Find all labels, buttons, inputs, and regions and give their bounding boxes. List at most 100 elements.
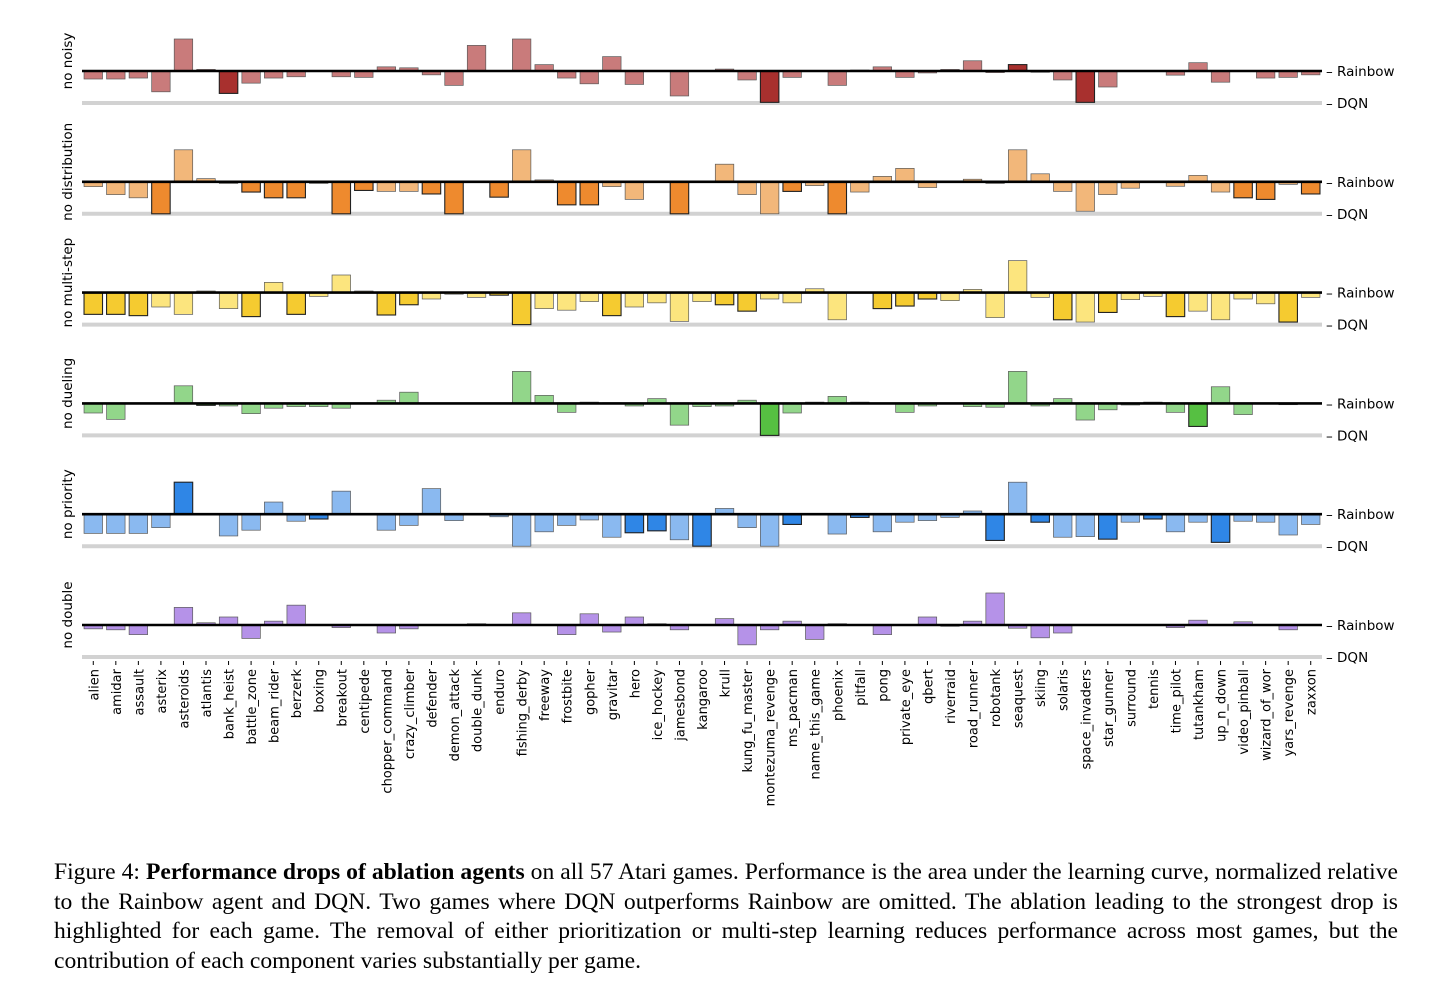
bar-asteroids (173, 38, 194, 72)
x-tick-label: gopher (583, 668, 598, 715)
bar-asterix (151, 181, 171, 215)
bar-berzerk (286, 292, 306, 315)
bar-kangaroo (692, 292, 712, 302)
bar-amidar (106, 403, 126, 420)
x-tick-label: kung_fu_master (741, 668, 756, 772)
bar-time_pilot (1165, 292, 1186, 318)
series-label: no dueling (60, 358, 76, 429)
series-label: no distribution (60, 123, 76, 221)
bar-ms_pacman (782, 513, 802, 525)
bar-chopper_command (376, 513, 396, 531)
bar-chopper_command (376, 292, 397, 316)
bar-zaxxon (1300, 181, 1321, 195)
bar-beam_rider (264, 282, 284, 293)
series-label: no multi-step (60, 238, 76, 328)
x-tick-label: robotank (989, 669, 1004, 728)
bar-montezuma_revenge (760, 181, 780, 215)
bar-assault (128, 513, 148, 534)
bar-fishing_derby (511, 292, 532, 326)
x-tick-label: seaquest (1012, 669, 1027, 728)
bar-space_invaders (1075, 70, 1096, 103)
bar-pitfall (850, 181, 870, 193)
x-tick-label: atlantis (200, 669, 215, 718)
bar-alien (83, 513, 103, 534)
bar-jamesbond (669, 181, 690, 215)
x-tick-label: time_pilot (1169, 669, 1184, 733)
rainbow-label: – Rainbow (1326, 286, 1395, 302)
bar-star_gunner (1098, 513, 1118, 540)
bar-up_n_down (1210, 70, 1231, 83)
x-tick-label: qbert (921, 669, 936, 704)
panel-no-multi-step: – Rainbow – DQN no multi-step (60, 238, 1395, 334)
dqn-label: – DQN (1326, 650, 1368, 666)
bar-battle_zone (241, 403, 261, 414)
x-tick-label: kangaroo (696, 669, 711, 730)
bar-beam_rider (263, 181, 284, 199)
x-tick-label: bank_heist (223, 669, 238, 739)
x-tick-label: ice_hockey (651, 669, 666, 741)
bar-jamesbond (669, 403, 690, 426)
bar-double_dunk (466, 45, 487, 72)
bar-pong (872, 624, 892, 635)
bar-battle_zone (241, 181, 261, 193)
x-tick-label: freeway (538, 669, 553, 721)
bar-ice_hockey (647, 292, 667, 304)
bar-berzerk (286, 604, 306, 626)
bar-up_n_down (1210, 386, 1231, 404)
x-tick-label: road_runner (967, 668, 982, 748)
bar-montezuma_revenge (759, 402, 780, 436)
panel-no-double: – Rainbow – DQN no double (60, 581, 1395, 666)
bar-freeway (534, 292, 554, 309)
bar-amidar (106, 292, 126, 315)
bar-breakout (331, 274, 351, 293)
x-tick-label: solaris (1057, 669, 1072, 711)
rainbow-label: – Rainbow (1326, 618, 1395, 634)
x-tick-label: tutankham (1192, 669, 1207, 740)
ablation-bar-chart: – Rainbow – DQN no noisy – Rainbow – DQN no d… (60, 33, 1395, 807)
bar-phoenix (827, 181, 848, 215)
bar-crazy_climber (399, 181, 419, 192)
bar-battle_zone (241, 292, 261, 318)
x-tick-label: surround (1124, 669, 1139, 727)
bar-enduro (489, 181, 509, 198)
bar-frostbite (557, 403, 577, 413)
caption-label: Figure 4: (54, 859, 146, 885)
bar-crazy_climber (399, 513, 419, 526)
x-tick-label: private_eye (899, 669, 914, 745)
bar-ice_hockey (647, 513, 667, 532)
x-tick-label: montezuma_revenge (764, 669, 779, 806)
bar-kung_fu_master (737, 70, 757, 81)
x-tick-label: centipede (358, 669, 373, 734)
x-tick-label: fishing_derby (516, 669, 531, 757)
x-tick-label: berzerk (290, 669, 305, 719)
bar-freeway (534, 513, 554, 533)
bar-yars_revenge (1278, 292, 1298, 323)
x-tick-label: alien (87, 669, 102, 700)
x-tick-label: amidar (110, 668, 125, 714)
bar-montezuma_revenge (760, 513, 780, 547)
bar-solaris (1053, 181, 1073, 192)
bar-hero (624, 181, 644, 200)
bar-zaxxon (1301, 513, 1321, 525)
bar-space_invaders (1075, 513, 1095, 537)
bar-krull (714, 292, 735, 306)
bar-asterix (151, 292, 171, 308)
x-tick-label: boxing (313, 669, 328, 713)
bar-gopher (579, 70, 599, 85)
panel-no-noisy: – Rainbow – DQN no noisy (60, 33, 1395, 112)
bar-kangaroo (692, 513, 712, 547)
bar-frostbite (556, 181, 577, 206)
bar-alien (83, 292, 104, 315)
bar-kung_fu_master (737, 181, 757, 195)
bar-kung_fu_master (737, 513, 757, 528)
bar-breakout (331, 181, 352, 215)
bar-up_n_down (1210, 292, 1231, 321)
bar-asteroids (173, 385, 194, 404)
bar-bank_heist (218, 292, 239, 309)
bar-wizard_of_wor (1256, 292, 1276, 305)
figure-caption: Figure 4: Performance drops of ablation … (54, 858, 1398, 976)
bar-phoenix (827, 70, 847, 86)
bar-seaquest (1008, 371, 1028, 404)
bar-amidar (106, 513, 126, 534)
bar-fishing_derby (512, 38, 532, 72)
